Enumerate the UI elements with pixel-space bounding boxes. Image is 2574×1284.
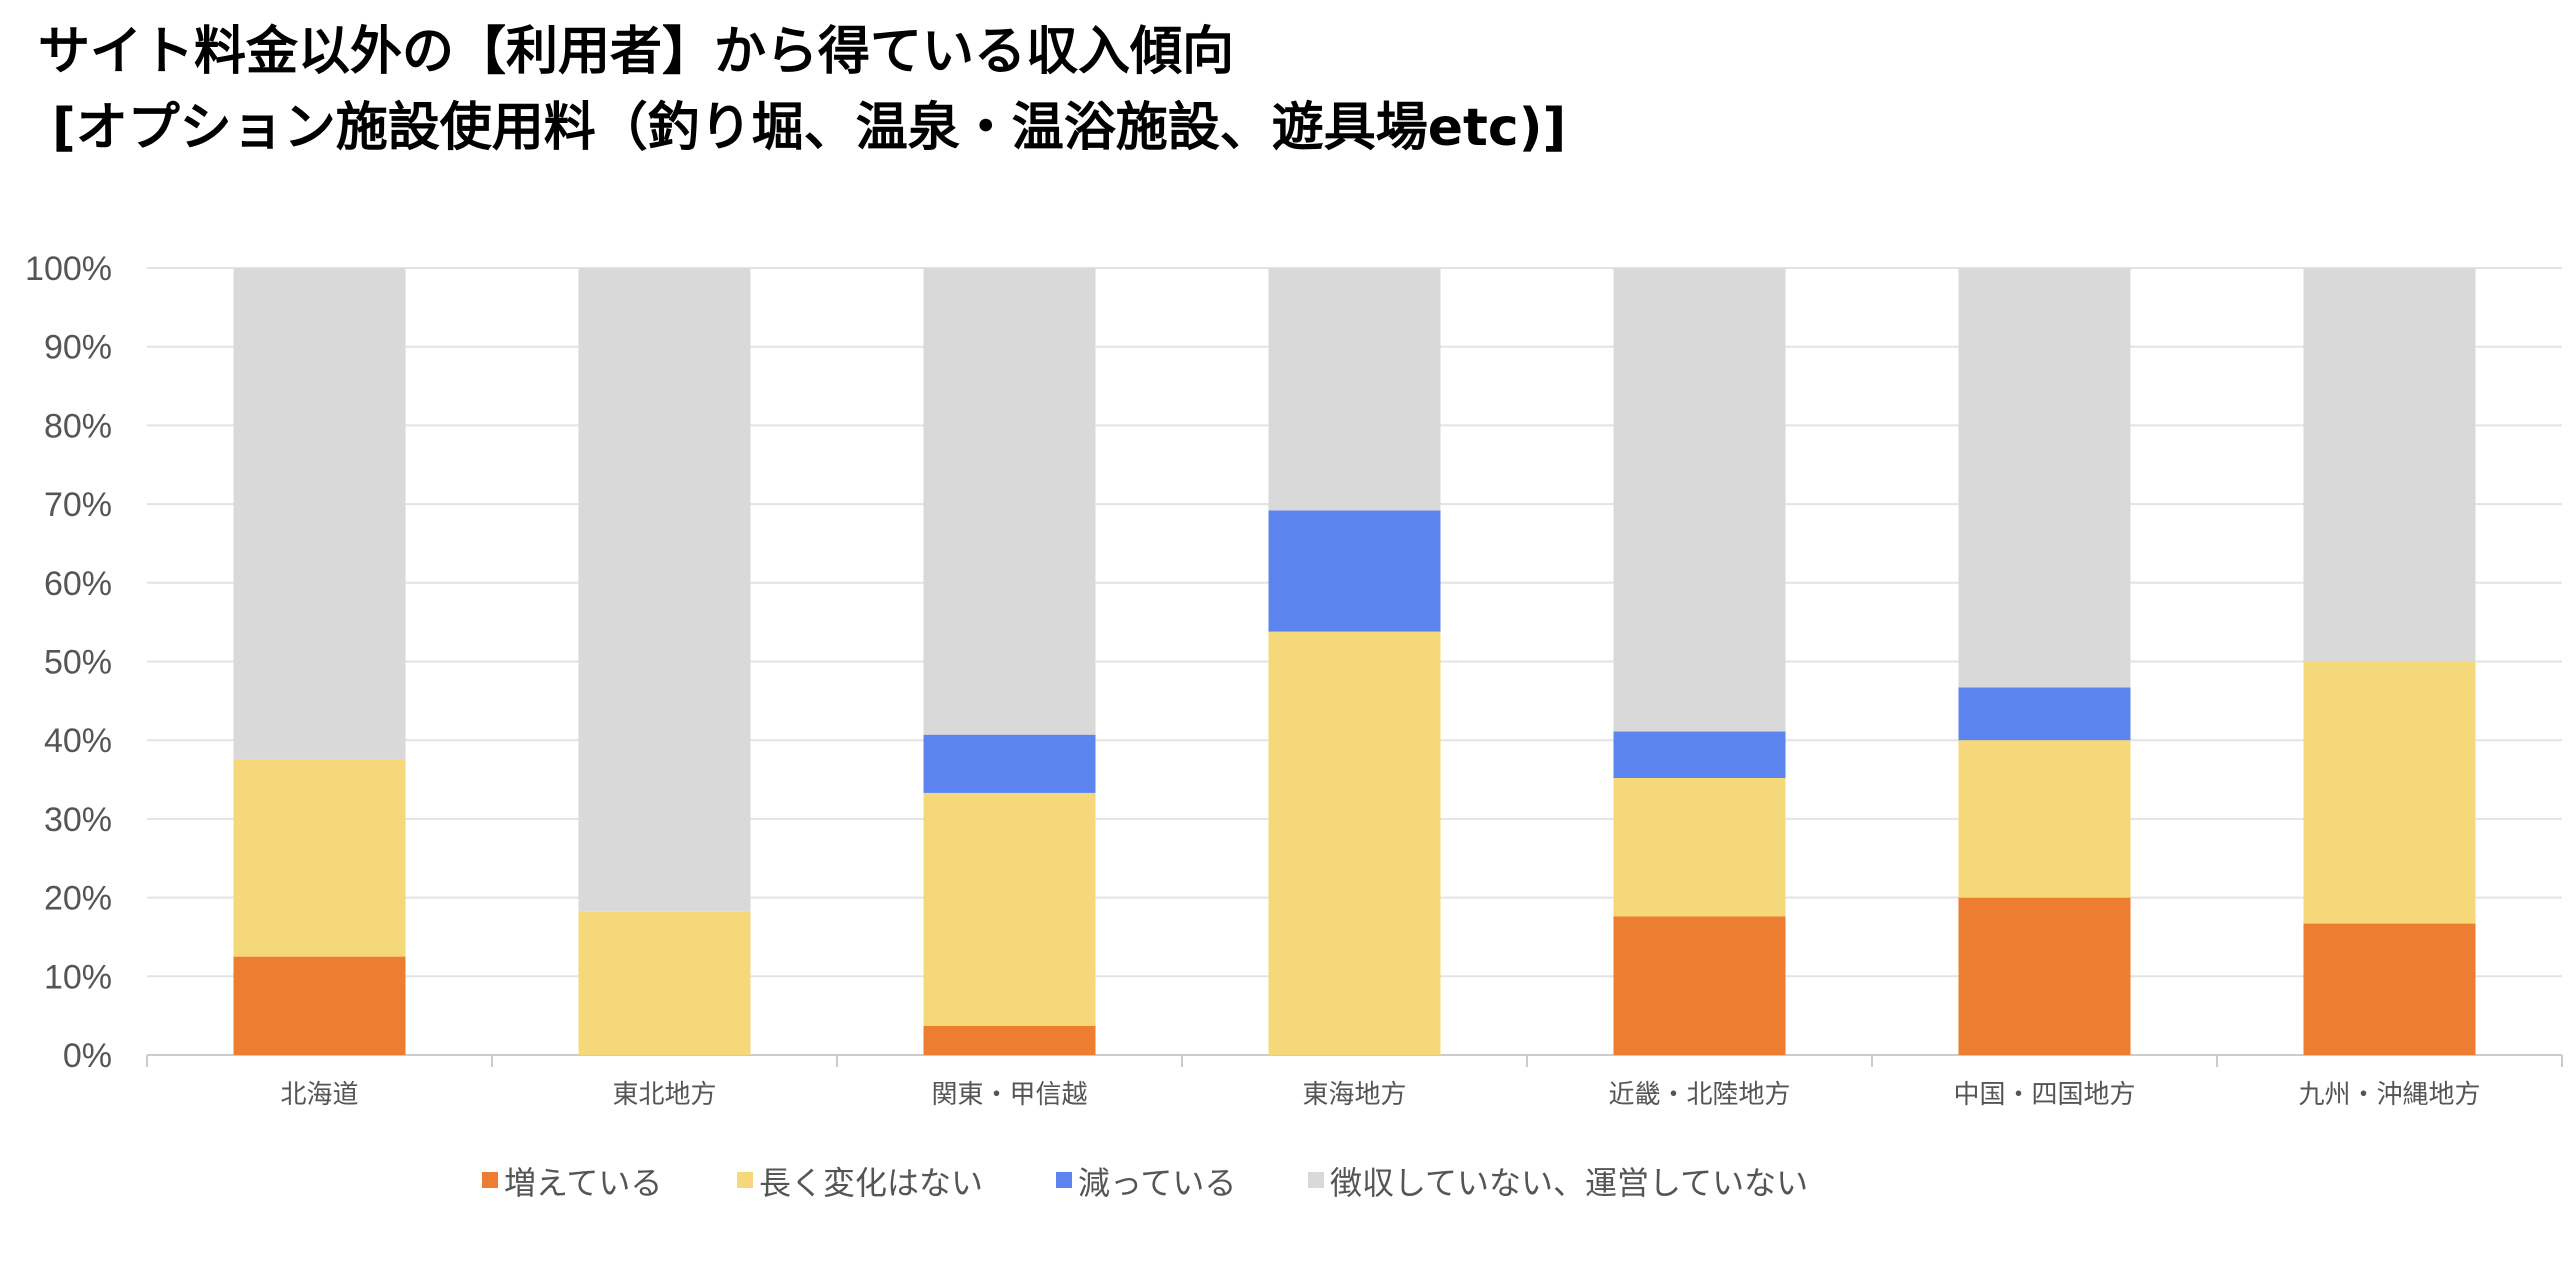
legend-swatch <box>482 1172 498 1188</box>
bar-segment <box>1613 777 1786 917</box>
bar-segment <box>923 792 1096 1026</box>
bar-segment <box>1958 740 2131 898</box>
y-tick-label: 70% <box>44 486 112 524</box>
legend-swatch <box>737 1172 753 1188</box>
bar-segment <box>1613 268 1786 732</box>
bar-segment <box>233 268 406 760</box>
bar-segment <box>1958 687 2131 741</box>
x-category-label: 九州・沖縄地方 <box>2298 1080 2480 1110</box>
y-tick-label: 80% <box>44 407 112 445</box>
bar-segment <box>1613 916 1786 1055</box>
bar-segment <box>578 268 751 912</box>
legend-swatch <box>1056 1172 1072 1188</box>
axes: 0% 10% 20% 30% 40% 50% 60% 70% 80% 90% 100% 北海道 東北地方… <box>25 250 2563 1110</box>
chart-title-block: サイト料金以外の【利用者】から得ている収入傾向 [オプション施設使用料（釣り堀、… <box>38 14 2538 166</box>
chart-title: サイト料金以外の【利用者】から得ている収入傾向 <box>38 22 1235 82</box>
y-tick-label: 40% <box>44 722 112 760</box>
bar-segment <box>1958 897 2131 1055</box>
bar-segment <box>2303 923 2476 1055</box>
bar-segment <box>2303 268 2476 662</box>
legend-label: 減っている <box>1078 1164 1236 1202</box>
legend-swatch <box>1308 1172 1324 1188</box>
y-tick-label: 60% <box>44 565 112 603</box>
y-tick-label: 90% <box>44 329 112 367</box>
y-tick-label: 100% <box>25 250 112 288</box>
bar-segment <box>2303 661 2476 924</box>
y-tick-label: 10% <box>44 958 112 996</box>
legend: 増えている 長く変化はない 減っている 徴収していない、運営していない <box>482 1164 1808 1202</box>
bar-segment <box>1613 731 1786 778</box>
legend-label: 長く変化はない <box>759 1164 983 1202</box>
x-category-label: 中国・四国地方 <box>1953 1080 2135 1110</box>
bar-segment <box>1268 268 1441 511</box>
bar-segment <box>923 734 1096 793</box>
bar-segment <box>1268 510 1441 632</box>
bar-segment <box>1958 268 2131 688</box>
y-tick-label: 20% <box>44 880 112 918</box>
y-tick-label: 30% <box>44 801 112 839</box>
x-category-label: 東海地方 <box>1302 1080 1406 1110</box>
bar-segment <box>233 956 406 1055</box>
bar-segment <box>233 759 406 957</box>
chart-subtitle: [オプション施設使用料（釣り堀、温泉・温浴施設、遊具場etc)] <box>52 98 1567 158</box>
y-tick-label: 0% <box>63 1037 112 1075</box>
bar-segment <box>923 268 1096 735</box>
legend-label: 徴収していない、運営していない <box>1330 1164 1808 1202</box>
legend-label: 増えている <box>504 1164 662 1202</box>
x-category-label: 近畿・北陸地方 <box>1608 1080 1790 1110</box>
bar-segment <box>923 1025 1096 1055</box>
x-category-label: 北海道 <box>280 1080 358 1110</box>
x-category-label: 関東・甲信越 <box>931 1080 1087 1110</box>
x-category-label: 東北地方 <box>612 1080 716 1110</box>
bar-segment <box>1268 631 1441 1055</box>
bars <box>233 268 2476 1055</box>
y-tick-label: 50% <box>44 644 112 682</box>
bar-segment <box>578 911 751 1055</box>
